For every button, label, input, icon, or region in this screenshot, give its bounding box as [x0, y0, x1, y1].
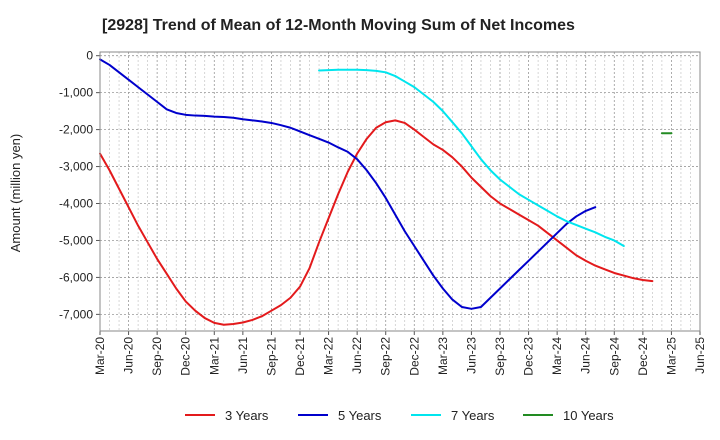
x-tick-label: Sep-23 — [493, 337, 507, 376]
x-tick-label: Dec-20 — [179, 337, 193, 376]
chart-title: [2928] Trend of Mean of 12-Month Moving … — [102, 17, 575, 34]
x-tick-label: Mar-21 — [207, 337, 221, 375]
x-tick-label: Dec-24 — [636, 337, 650, 376]
x-tick-label: Jun-23 — [464, 337, 478, 374]
legend-label: 3 Years — [225, 408, 269, 423]
x-tick-label: Sep-20 — [150, 337, 164, 376]
x-axis: Mar-20 Jun-20 Sep-20 Dec-20 Mar-21 Jun-21 Sep-… — [93, 331, 707, 376]
y-tick-label: -5,000 — [59, 233, 93, 247]
x-tick-label: Mar-24 — [550, 337, 564, 375]
legend-label: 5 Years — [338, 408, 382, 423]
y-tick-label: -7,000 — [59, 307, 93, 321]
x-tick-label: Jun-24 — [579, 337, 593, 374]
x-tick-label: Mar-23 — [436, 337, 450, 375]
y-tick-label: 0 — [86, 49, 93, 63]
y-tick-label: -6,000 — [59, 270, 93, 284]
x-tick-label: Jun-21 — [236, 337, 250, 374]
x-tick-label: Sep-24 — [607, 337, 621, 376]
legend-label: 7 Years — [451, 408, 495, 423]
plot-area — [100, 52, 700, 331]
series-line-3-years — [99, 119, 654, 326]
y-tick-label: -3,000 — [59, 160, 93, 174]
y-tick-label: -4,000 — [59, 197, 93, 211]
x-tick-label: Dec-21 — [293, 337, 307, 376]
x-tick-label: Mar-22 — [322, 337, 336, 375]
legend-label: 10 Years — [563, 408, 614, 423]
series-line-7-years — [318, 68, 625, 248]
x-tick-label: Dec-22 — [407, 337, 421, 376]
y-tick-label: -1,000 — [59, 86, 93, 100]
x-tick-label: Dec-23 — [522, 337, 536, 376]
x-tick-label: Jun-22 — [350, 337, 364, 374]
series-line-5-years — [99, 58, 597, 310]
x-tick-label: Mar-20 — [93, 337, 107, 375]
plot-frame — [99, 51, 701, 332]
legend: 3 Years 5 Years 7 Years 10 Years — [185, 408, 614, 423]
y-axis-label: Amount (million yen) — [8, 134, 23, 253]
x-tick-label: Jun-25 — [693, 337, 707, 374]
series-lines — [99, 58, 673, 326]
x-tick-label: Sep-22 — [379, 337, 393, 376]
y-tick-label: -2,000 — [59, 123, 93, 137]
grid — [99, 52, 701, 331]
x-tick-label: Jun-20 — [122, 337, 136, 374]
x-tick-label: Sep-21 — [264, 337, 278, 376]
y-axis: 0 -1,000 -2,000 -3,000 -4,000 -5,000 -6,000 -7,… — [59, 49, 100, 321]
x-tick-label: Mar-25 — [664, 337, 678, 375]
